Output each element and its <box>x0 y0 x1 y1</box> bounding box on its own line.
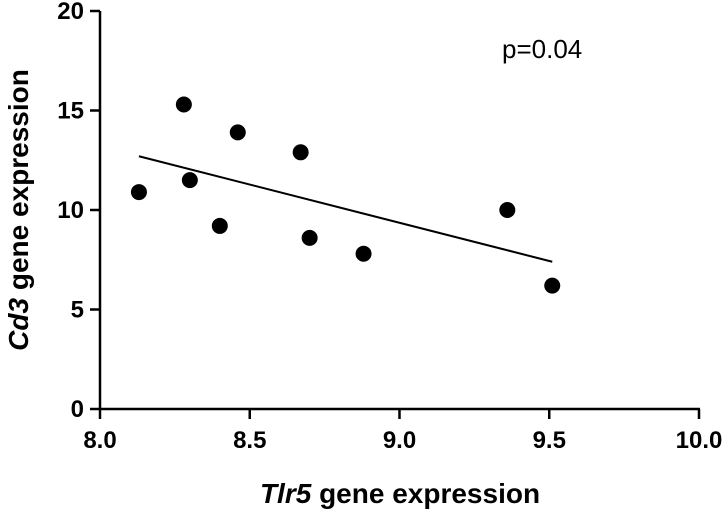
x-tick-label: 9.0 <box>383 427 416 454</box>
y-tick-label: 15 <box>57 98 84 125</box>
x-tick-label: 8.0 <box>83 427 116 454</box>
x-tick-label: 8.5 <box>233 427 266 454</box>
data-point <box>229 124 246 141</box>
data-point <box>130 184 147 201</box>
x-tick-label: 9.5 <box>533 427 566 454</box>
y-tick-label: 0 <box>71 396 84 423</box>
regression-line-group <box>138 155 553 263</box>
y-axis-title-italic: Cd3 <box>3 298 34 351</box>
x-tick-label: 10.0 <box>676 427 723 454</box>
data-points <box>130 96 561 294</box>
x-axis-title-rest: gene expression <box>311 478 540 509</box>
data-point <box>301 229 318 246</box>
y-axis-title-rest: gene expression <box>3 69 34 298</box>
data-point <box>175 96 192 113</box>
data-point <box>544 277 561 294</box>
data-point <box>181 172 198 189</box>
axes: 0 5 10 15 20 8.0 8.5 9.0 9.5 10.0 <box>57 0 722 454</box>
x-axis-title-italic: Tlr5 <box>260 478 312 509</box>
data-point <box>355 245 372 262</box>
y-tick-label: 5 <box>71 297 84 324</box>
y-axis-title: Cd3 gene expression <box>3 69 34 351</box>
regression-line <box>138 155 553 263</box>
y-tick-label: 10 <box>57 197 84 224</box>
data-point <box>211 217 228 234</box>
p-value-annotation: p=0.04 <box>502 34 582 64</box>
data-point <box>292 144 309 161</box>
x-axis-title: Tlr5 gene expression <box>260 478 540 509</box>
y-tick-label: 20 <box>57 0 84 25</box>
data-point <box>499 202 516 218</box>
